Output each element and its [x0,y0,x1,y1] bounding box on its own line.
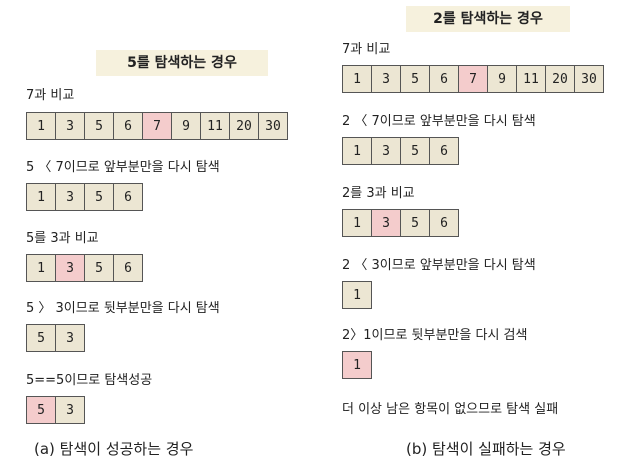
array-cell: 3 [371,65,401,93]
right-title: 2를 탐색하는 경우 [406,6,570,32]
array-cell-compared: 5 [26,396,56,424]
array-cell: 6 [429,209,459,237]
left-caption: (a) 탐색이 성공하는 경우 [34,440,194,458]
right-step-4-array: 1 [342,281,372,309]
array-cell: 6 [429,137,459,165]
array-cell: 6 [429,65,459,93]
array-cell: 9 [487,65,517,93]
array-cell: 20 [229,112,259,140]
array-cell: 5 [84,254,114,282]
array-cell: 1 [26,183,56,211]
array-cell-compared: 7 [142,112,172,140]
array-cell: 1 [26,112,56,140]
array-cell-compared: 1 [342,351,372,379]
array-cell: 6 [113,183,143,211]
array-cell: 9 [171,112,201,140]
array-cell: 5 [84,183,114,211]
array-cell: 3 [55,183,85,211]
array-cell: 30 [258,112,288,140]
right-caption: (b) 탐색이 실패하는 경우 [406,440,566,458]
left-step-4-label: 5 〉 3이므로 뒷부분만을 다시 탐색 [26,301,220,316]
array-cell: 5 [84,112,114,140]
left-step-5-label: 5==5이므로 탐색성공 [26,373,153,388]
right-step-4-label: 2 〈 3이므로 앞부분만을 다시 탐색 [342,258,536,273]
array-cell: 5 [400,65,430,93]
left-step-2-label: 5 〈 7이므로 앞부분만을 다시 탐색 [26,160,220,175]
array-cell-compared: 3 [371,209,401,237]
array-cell: 1 [342,281,372,309]
array-cell: 1 [26,254,56,282]
array-cell: 20 [545,65,575,93]
array-cell: 30 [574,65,604,93]
right-final-text: 더 이상 남은 항목이 없으므로 탐색 실패 [342,402,559,417]
array-cell: 3 [55,324,85,352]
right-step-1-array: 1 3 5 6 7 9 11 20 30 [342,65,604,93]
array-cell: 5 [400,137,430,165]
right-step-3-label: 2를 3과 비교 [342,186,415,201]
array-cell: 11 [516,65,546,93]
right-step-1-label: 7과 비교 [342,42,391,57]
array-cell: 1 [342,65,372,93]
right-step-5-label: 2〉1이므로 뒷부분만을 다시 검색 [342,328,528,343]
array-cell: 11 [200,112,230,140]
left-step-3-label: 5를 3과 비교 [26,231,99,246]
array-cell: 5 [26,324,56,352]
array-cell: 3 [55,396,85,424]
array-cell: 5 [400,209,430,237]
array-cell: 1 [342,209,372,237]
right-step-5-array: 1 [342,351,372,379]
array-cell: 1 [342,137,372,165]
array-cell: 3 [371,137,401,165]
array-cell-compared: 7 [458,65,488,93]
left-step-1-array: 1 3 5 6 7 9 11 20 30 [26,112,288,140]
array-cell-compared: 3 [55,254,85,282]
right-step-2-label: 2 〈 7이므로 앞부분만을 다시 탐색 [342,114,536,129]
array-cell: 6 [113,112,143,140]
array-cell: 3 [55,112,85,140]
left-title: 5를 탐색하는 경우 [96,50,268,76]
left-step-1-label: 7과 비교 [26,88,75,103]
array-cell: 6 [113,254,143,282]
